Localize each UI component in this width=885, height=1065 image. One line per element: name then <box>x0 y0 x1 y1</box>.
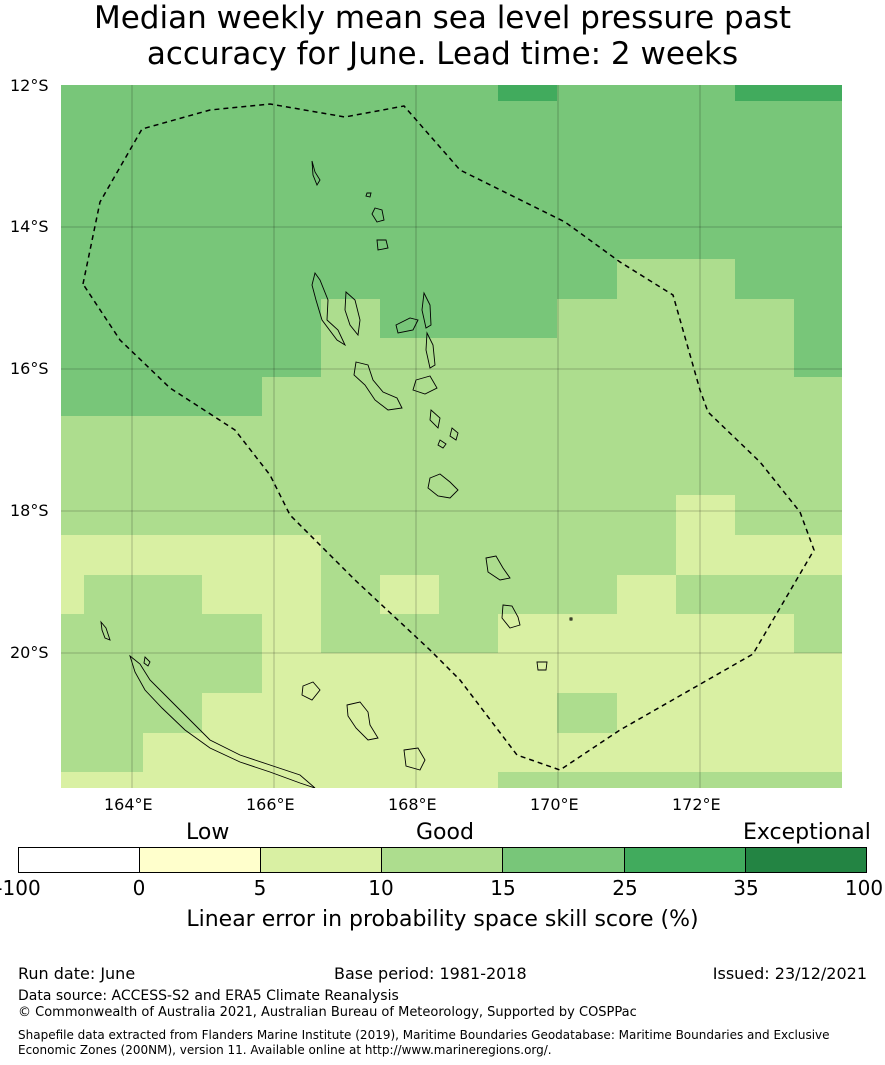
colorbar-tick: 15 <box>490 876 516 900</box>
colorbar-caption: Linear error in probability space skill … <box>186 907 699 932</box>
lon-label-170e: 170°E <box>530 795 579 814</box>
run-date: Run date: June <box>18 964 136 983</box>
skill-cells-good-high <box>61 85 842 416</box>
skill-cells-high <box>498 85 842 101</box>
colorbar-segment-7 <box>745 847 867 873</box>
lon-label-172e: 172°E <box>672 795 721 814</box>
colorbar-tick: 0 <box>132 876 146 900</box>
issued-date: Issued: 23/12/2021 <box>712 964 867 983</box>
data-source: Data source: ACCESS-S2 and ERA5 Climate … <box>18 988 399 1004</box>
lat-label-14s: 14°S <box>10 217 49 236</box>
colorbar-segment-2 <box>139 847 261 873</box>
shapefile-credit-line-1: Shapefile data extracted from Flanders M… <box>18 1028 830 1042</box>
map-area <box>61 85 842 788</box>
legend-category-good: Good <box>416 820 474 845</box>
chart-title: Median weekly mean sea level pressure pa… <box>0 0 885 72</box>
colorbar-tick: 5 <box>253 876 267 900</box>
legend-category-low: Low <box>186 820 230 845</box>
lat-label-16s: 16°S <box>10 359 49 378</box>
colorbar-tick: 35 <box>733 876 759 900</box>
colorbar-segment-4 <box>381 847 503 873</box>
colorbar-segment-5 <box>502 847 625 873</box>
shapefile-credit-line-2: Economic Zones (200NM), version 11. Avai… <box>18 1043 552 1057</box>
lon-label-168e: 168°E <box>388 795 437 814</box>
skill-score-map <box>61 85 842 788</box>
lat-label-20s: 20°S <box>10 643 49 662</box>
base-period: Base period: 1981-2018 <box>334 964 527 983</box>
colorbar-tick: 25 <box>612 876 638 900</box>
lat-label-12s: 12°S <box>10 76 49 95</box>
lon-label-166e: 166°E <box>246 795 295 814</box>
colorbar-tick: 10 <box>368 876 394 900</box>
colorbar-segment-1 <box>18 847 140 873</box>
eez-boundary <box>82 103 815 771</box>
copyright: © Commonwealth of Australia 2021, Austra… <box>18 1005 637 1020</box>
islands <box>100 160 573 788</box>
skill-cells-good-patches <box>498 693 842 788</box>
lat-label-18s: 18°S <box>10 501 49 520</box>
lon-label-164e: 164°E <box>104 795 153 814</box>
colorbar-segment-3 <box>260 847 382 873</box>
map-gridlines <box>61 85 842 788</box>
colorbar-tick: 100 <box>844 876 884 900</box>
title-line-1: Median weekly mean sea level pressure pa… <box>93 0 791 36</box>
colorbar-segment-6 <box>624 847 746 873</box>
colorbar-tick: -100 <box>0 876 41 900</box>
legend-category-exceptional: Exceptional <box>743 820 871 845</box>
title-line-2: accuracy for June. Lead time: 2 weeks <box>146 36 739 72</box>
